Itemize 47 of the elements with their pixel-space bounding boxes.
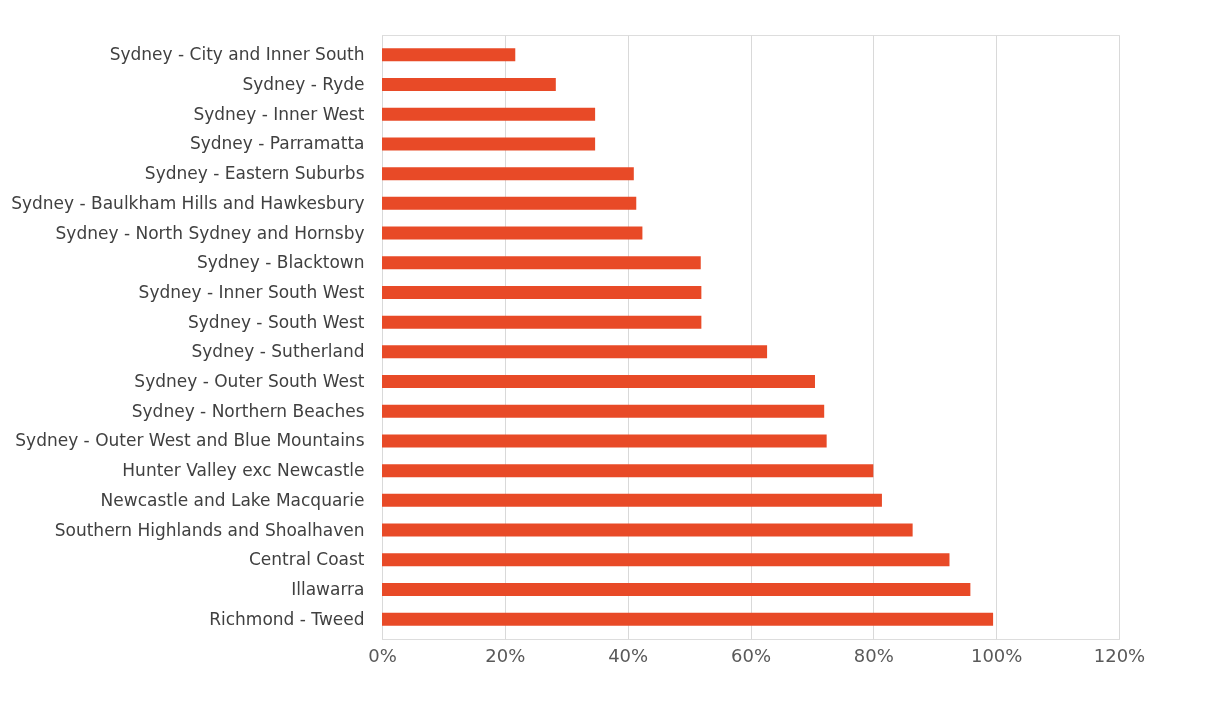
y-tick-label: Sydney - North Sydney and Hornsby: [55, 222, 365, 243]
bar: [382, 464, 874, 478]
bar: [382, 523, 913, 537]
bar: [382, 434, 827, 448]
bar: [382, 256, 701, 270]
y-tick-label: Sydney - Northern Beaches: [131, 400, 365, 421]
y-tick-label: Illawarra: [291, 578, 365, 599]
y-tick-label: Hunter Valley exc Newcastle: [122, 460, 365, 481]
bar: [382, 582, 971, 596]
x-tick-label: 0%: [368, 644, 397, 666]
bar: [382, 375, 815, 389]
y-tick-label: Sydney - City and Inner South: [109, 44, 365, 65]
y-tick-label: Newcastle and Lake Macquarie: [100, 489, 365, 510]
y-tick-label: Sydney - Ryde: [242, 74, 365, 95]
y-tick-label: Southern Highlands and Shoalhaven: [54, 519, 365, 540]
y-tick-label: Sydney - Parramatta: [189, 133, 365, 154]
y-tick-label: Sydney - Outer West and Blue Mountains: [15, 430, 365, 451]
x-tick-label: 40%: [608, 644, 649, 666]
bar: [382, 285, 702, 299]
bar: [382, 167, 634, 181]
y-tick-label: Sydney - South West: [188, 311, 365, 332]
bar: [382, 493, 882, 507]
x-tick-label: 20%: [485, 644, 526, 666]
bar: [382, 404, 825, 418]
bar: [382, 553, 950, 567]
bar: [382, 345, 768, 359]
y-tick-label: Sydney - Sutherland: [191, 341, 365, 362]
y-tick-label: Sydney - Inner West: [193, 103, 365, 124]
y-tick-label: Sydney - Inner South West: [138, 281, 365, 302]
bar: [382, 612, 994, 626]
y-tick-label: Richmond - Tweed: [209, 608, 365, 629]
bar: [382, 196, 637, 210]
x-tick-label: 60%: [730, 644, 772, 666]
bar: [382, 78, 556, 92]
bar: [382, 315, 702, 329]
bar: [382, 107, 596, 121]
y-tick-label: Sydney - Eastern Suburbs: [144, 163, 365, 184]
bar: [382, 48, 516, 62]
bar: [382, 137, 596, 151]
y-tick-label: Sydney - Outer South West: [134, 371, 365, 392]
x-tick-label: 100%: [970, 644, 1023, 666]
y-tick-label: Sydney - Blacktown: [196, 252, 365, 273]
bar: [382, 226, 643, 240]
y-tick-label: Sydney - Baulkham Hills and Hawkesbury: [11, 192, 365, 213]
x-tick-label: 120%: [1093, 644, 1146, 666]
x-tick-label: 80%: [853, 644, 894, 666]
y-tick-label: Central Coast: [248, 549, 365, 570]
